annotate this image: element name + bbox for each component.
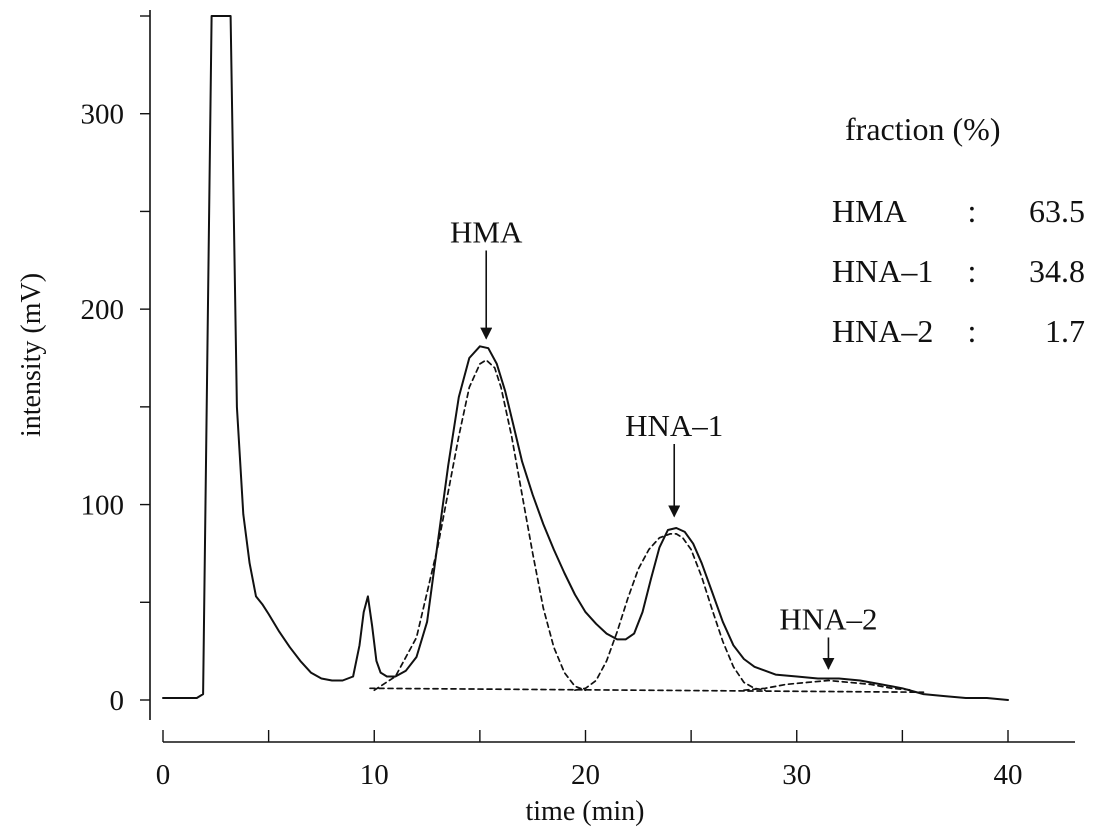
x-axis-title: time (min) [526, 796, 645, 827]
y-tick-label: 200 [81, 294, 125, 326]
series-hna-1-line [574, 533, 766, 692]
annotation-layer: HMA HNA–1 HNA–2 [450, 215, 878, 670]
legend-value-hna-1: 34.8 [1029, 253, 1085, 289]
series-baseline-line [369, 687, 925, 694]
legend-label-hma: HMA [832, 193, 907, 229]
series-hma-line [373, 359, 587, 692]
peak-label-hma: HMA [450, 215, 523, 250]
series-total-line [162, 15, 1009, 701]
x-tick-label: 0 [156, 759, 171, 791]
peak-label-hna-1: HNA–1 [625, 408, 723, 443]
legend-label-hna-2: HNA–2 [832, 313, 933, 349]
series-hna-2-line [743, 679, 914, 692]
y-tick-label: 100 [81, 490, 125, 522]
peak-label-hna-2: HNA–2 [779, 601, 877, 636]
x-tick-label: 10 [360, 759, 389, 791]
series-layer [162, 15, 1009, 701]
y-tick-label: 300 [81, 99, 125, 131]
legend-value-hma: 63.5 [1029, 193, 1085, 229]
legend-separator: : [968, 313, 977, 349]
x-tick-label: 40 [994, 759, 1023, 791]
legend-separator: : [968, 253, 977, 289]
x-tick-label: 30 [782, 759, 811, 791]
legend-title: fraction (%) [845, 111, 1000, 147]
y-axis-title: intensity (mV) [16, 273, 47, 437]
legend-value-hna-2: 1.7 [1045, 313, 1085, 349]
y-tick-label: 0 [110, 685, 125, 717]
axes: 0 100 200 300 0 10 20 30 40 time (min) intensity (… [16, 10, 1075, 827]
x-tick-label: 20 [571, 759, 600, 791]
fraction-legend: fraction (%) HMA: 63.5 HNA–1: 34.8 HNA–2: 1.7 [832, 111, 1085, 349]
legend-label-hna-1: HNA–1 [832, 253, 933, 289]
legend-separator: : [968, 193, 977, 229]
